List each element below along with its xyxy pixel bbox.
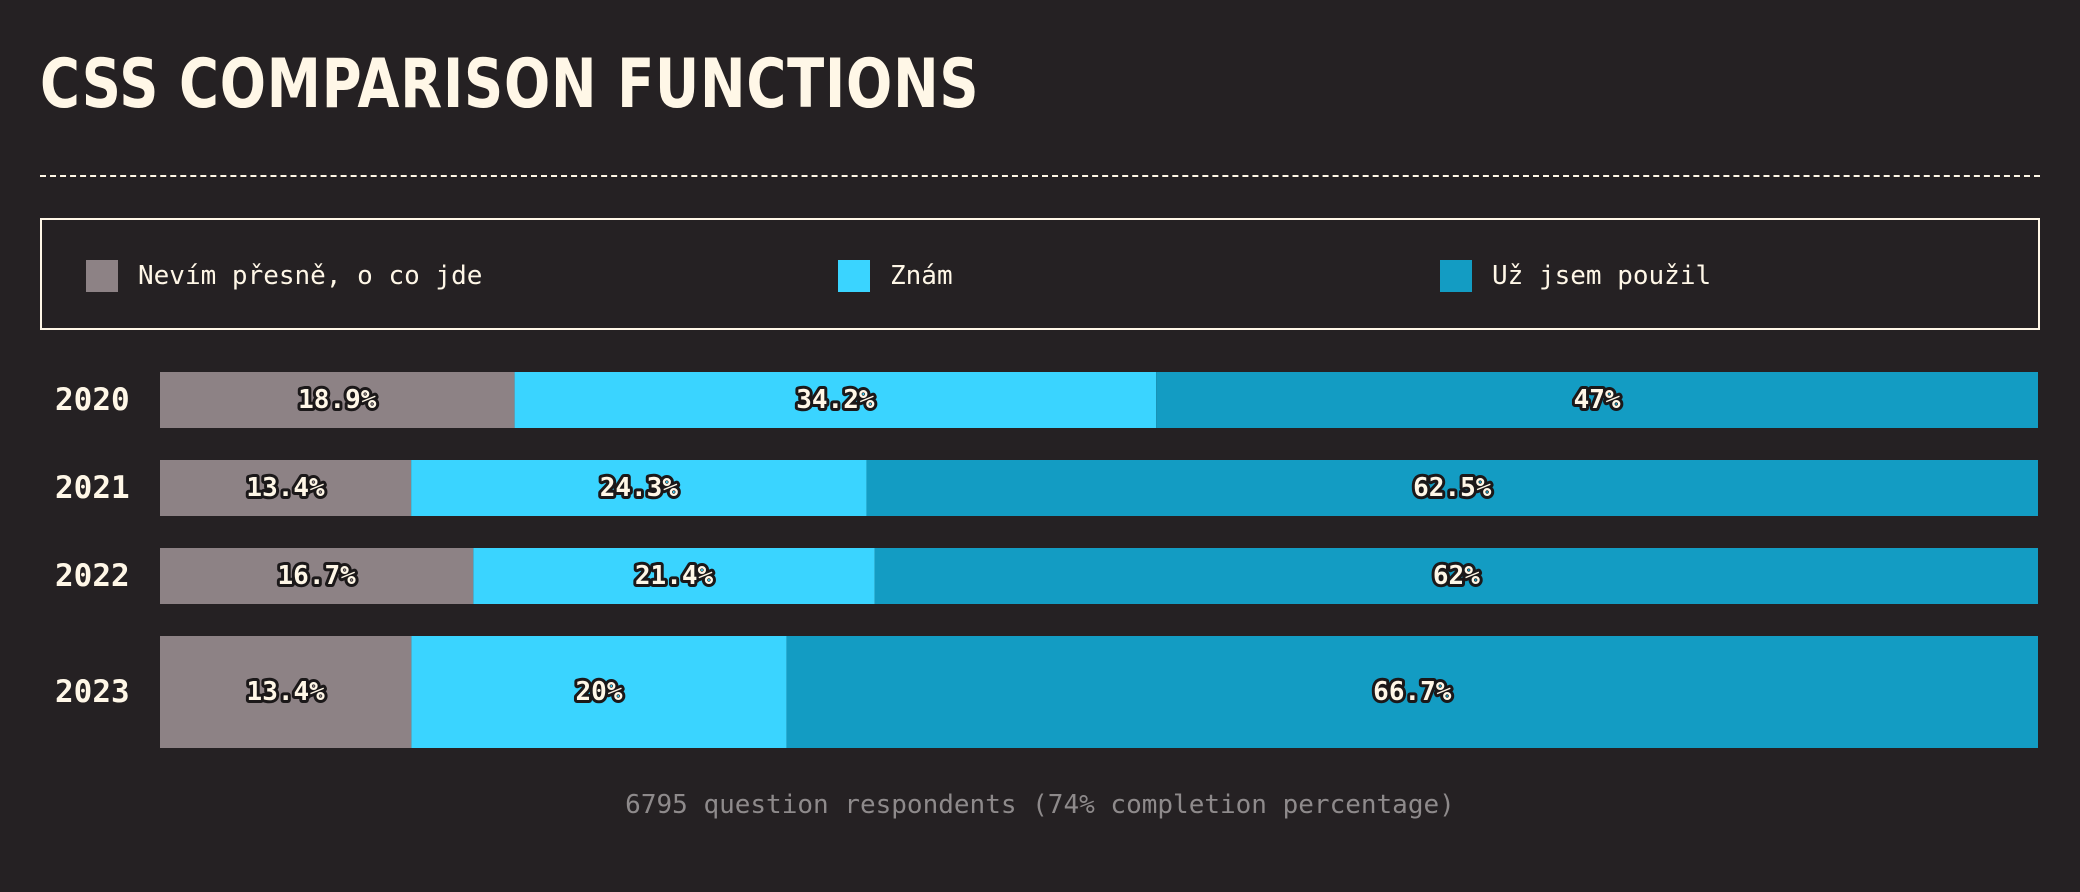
bar-label-2021-1: 24.3% xyxy=(600,473,679,503)
legend-label-used: Už jsem použil xyxy=(1492,261,1712,291)
year-label-2022: 2022 xyxy=(55,558,130,594)
bar-label-2022-2: 62% xyxy=(1433,561,1480,591)
bar-label-2023-0: 13.4% xyxy=(247,677,326,707)
legend-swatch-unknown xyxy=(86,260,118,292)
bar-label-2022-0: 16.7% xyxy=(278,561,357,591)
bar-label-2023-2: 66.7% xyxy=(1373,677,1452,707)
bar-label-2020-1: 34.2% xyxy=(796,385,875,415)
bar-label-2022-1: 21.4% xyxy=(635,561,714,591)
bar-segment-2023-1[interactable] xyxy=(411,636,787,748)
bar-segment-2021-1[interactable] xyxy=(411,460,867,516)
bar-segment-2021-0[interactable] xyxy=(160,460,412,516)
bar-label-2021-0: 13.4% xyxy=(246,473,325,503)
bar-segment-2020-0[interactable] xyxy=(160,372,515,428)
year-label-2021: 2021 xyxy=(55,470,130,506)
respondents-footnote: 6795 question respondents (74% completio… xyxy=(625,790,1455,820)
bar-segment-2020-2[interactable] xyxy=(1156,372,2038,428)
legend: Nevím přesně, o co jde Znám Už jsem použ… xyxy=(40,218,2040,330)
legend-item-used[interactable]: Už jsem použil xyxy=(1440,260,1711,292)
chart-title: CSS COMPARISON FUNCTIONS xyxy=(40,45,980,124)
bar-label-2023-1: 20% xyxy=(576,677,623,707)
bar-segment-2022-2[interactable] xyxy=(874,548,2038,604)
legend-item-heard[interactable]: Znám xyxy=(838,260,953,292)
year-label-2020: 2020 xyxy=(55,382,130,418)
legend-swatch-heard xyxy=(838,260,870,292)
legend-label-heard: Znám xyxy=(890,261,953,291)
bar-label-2020-2: 47% xyxy=(1574,385,1621,415)
dashed-divider xyxy=(40,175,2040,177)
bar-label-2021-2: 62.5% xyxy=(1413,473,1492,503)
bar-segment-2022-0[interactable] xyxy=(160,548,474,604)
bar-segment-2023-2[interactable] xyxy=(786,636,2038,748)
year-label-2023: 2023 xyxy=(55,674,130,710)
bar-segment-2020-1[interactable] xyxy=(514,372,1157,428)
bar-segment-2023-0[interactable] xyxy=(160,636,412,748)
bar-segment-2022-1[interactable] xyxy=(473,548,875,604)
bar-segment-2021-2[interactable] xyxy=(866,460,2039,516)
legend-label-unknown: Nevím přesně, o co jde xyxy=(138,261,483,291)
legend-item-unknown[interactable]: Nevím přesně, o co jde xyxy=(86,260,482,292)
legend-swatch-used xyxy=(1440,260,1472,292)
bar-label-2020-0: 18.9% xyxy=(298,385,377,415)
